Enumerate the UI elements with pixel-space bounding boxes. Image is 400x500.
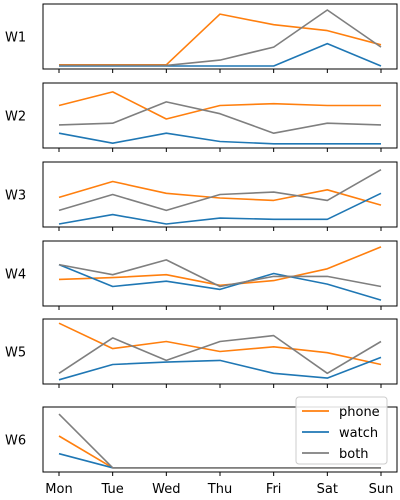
panel-label: W4 [5,268,26,283]
panel-label: W5 [5,346,26,361]
panel-frame [43,83,397,148]
panel-label: W3 [5,189,26,204]
series-line-watch [59,357,381,379]
x-tick-label: Sat [317,482,338,497]
series-line-phone [59,14,381,65]
panel-label: W1 [5,31,26,46]
panel-label: W2 [5,110,26,125]
panel-frame [43,241,397,306]
legend-label-both: both [339,447,369,462]
x-tick-label: Fri [266,482,282,497]
series-line-both [59,10,381,65]
series-line-phone [59,92,381,119]
x-tick-label: Mon [45,482,72,497]
legend-label-watch: watch [339,426,378,441]
x-tick-label: Wed [152,482,180,497]
series-line-phone [59,182,381,206]
x-tick-label: Sun [369,482,394,497]
series-line-watch [59,265,381,301]
series-line-both [59,170,381,211]
series-line-both [59,260,381,287]
legend-label-phone: phone [339,405,380,420]
series-line-watch [59,133,381,144]
series-line-phone [59,323,381,364]
panel-label: W6 [5,434,26,449]
series-line-both [59,102,381,133]
x-tick-label: Tue [101,482,124,497]
x-tick-label: Thu [207,482,232,497]
series-line-watch [59,44,381,66]
series-line-phone [59,247,381,285]
